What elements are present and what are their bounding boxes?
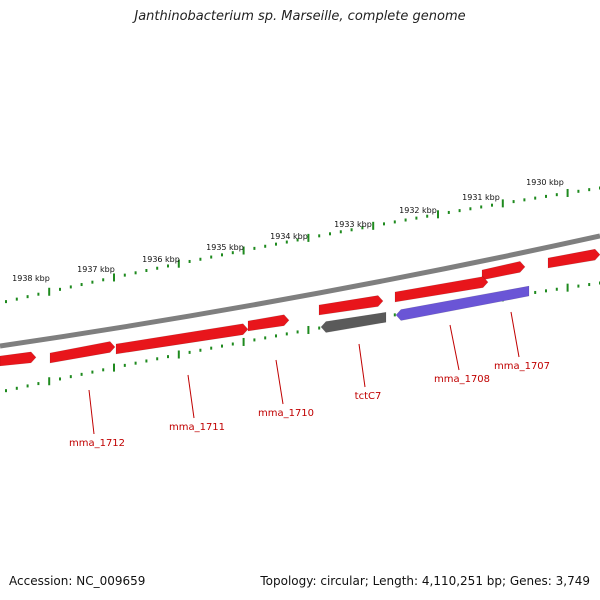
genome-summary-text: Topology: circular; Length: 4,110,251 bp…	[260, 574, 590, 588]
gene-label-tctC7: tctC7	[355, 391, 382, 402]
leader-line	[358, 343, 366, 388]
gene-tctC7	[320, 311, 387, 333]
gene-label-mma_1708: mma_1708	[434, 374, 490, 385]
kbp-label: 1934 kbp	[270, 232, 308, 241]
leader-line	[187, 374, 195, 419]
kbp-label: 1933 kbp	[334, 220, 372, 229]
accession-text: Accession: NC_009659	[9, 574, 146, 588]
page-title: Janthinobacterium sp. Marseille, complet…	[134, 9, 466, 24]
kbp-label: 1935 kbp	[206, 243, 244, 252]
kbp-label: 1932 kbp	[399, 206, 437, 215]
leader-line	[510, 311, 520, 358]
gene-g_left	[0, 351, 37, 367]
kbp-label: 1936 kbp	[142, 255, 180, 264]
gene-mma_1711	[247, 314, 290, 332]
gene-layer	[0, 248, 600, 367]
kbp-label: 1938 kbp	[12, 274, 50, 283]
leader-line	[449, 324, 460, 371]
gene-mma_1707	[394, 276, 489, 303]
kbp-labels: 1930 kbp 1931 kbp 1932 kbp 1933 kbp 1934 kbp…	[12, 178, 564, 283]
kbp-label: 1931 kbp	[462, 193, 500, 202]
gene-mma_1712	[115, 323, 249, 355]
outer-ruler	[5, 186, 600, 304]
gene-g1	[547, 248, 600, 269]
gene-label-mma_1711: mma_1711	[169, 422, 225, 433]
gene-g2	[481, 260, 526, 281]
genome-backbone	[0, 233, 600, 349]
gene-blue	[395, 285, 530, 321]
gene-block	[49, 341, 116, 364]
kbp-label: 1930 kbp	[526, 178, 564, 187]
gene-labels: mma_1707 mma_1708 tctC7 mma_1710 mma_1711mma…	[69, 311, 550, 449]
gene-label-mma_1712: mma_1712	[69, 438, 125, 449]
kbp-label: 1937 kbp	[77, 265, 115, 274]
leader-line	[275, 359, 284, 405]
gene-mma_1710	[318, 295, 384, 316]
gene-label-mma_1710: mma_1710	[258, 408, 314, 419]
gene-label-mma_1707: mma_1707	[494, 361, 550, 372]
leader-line	[88, 389, 95, 435]
